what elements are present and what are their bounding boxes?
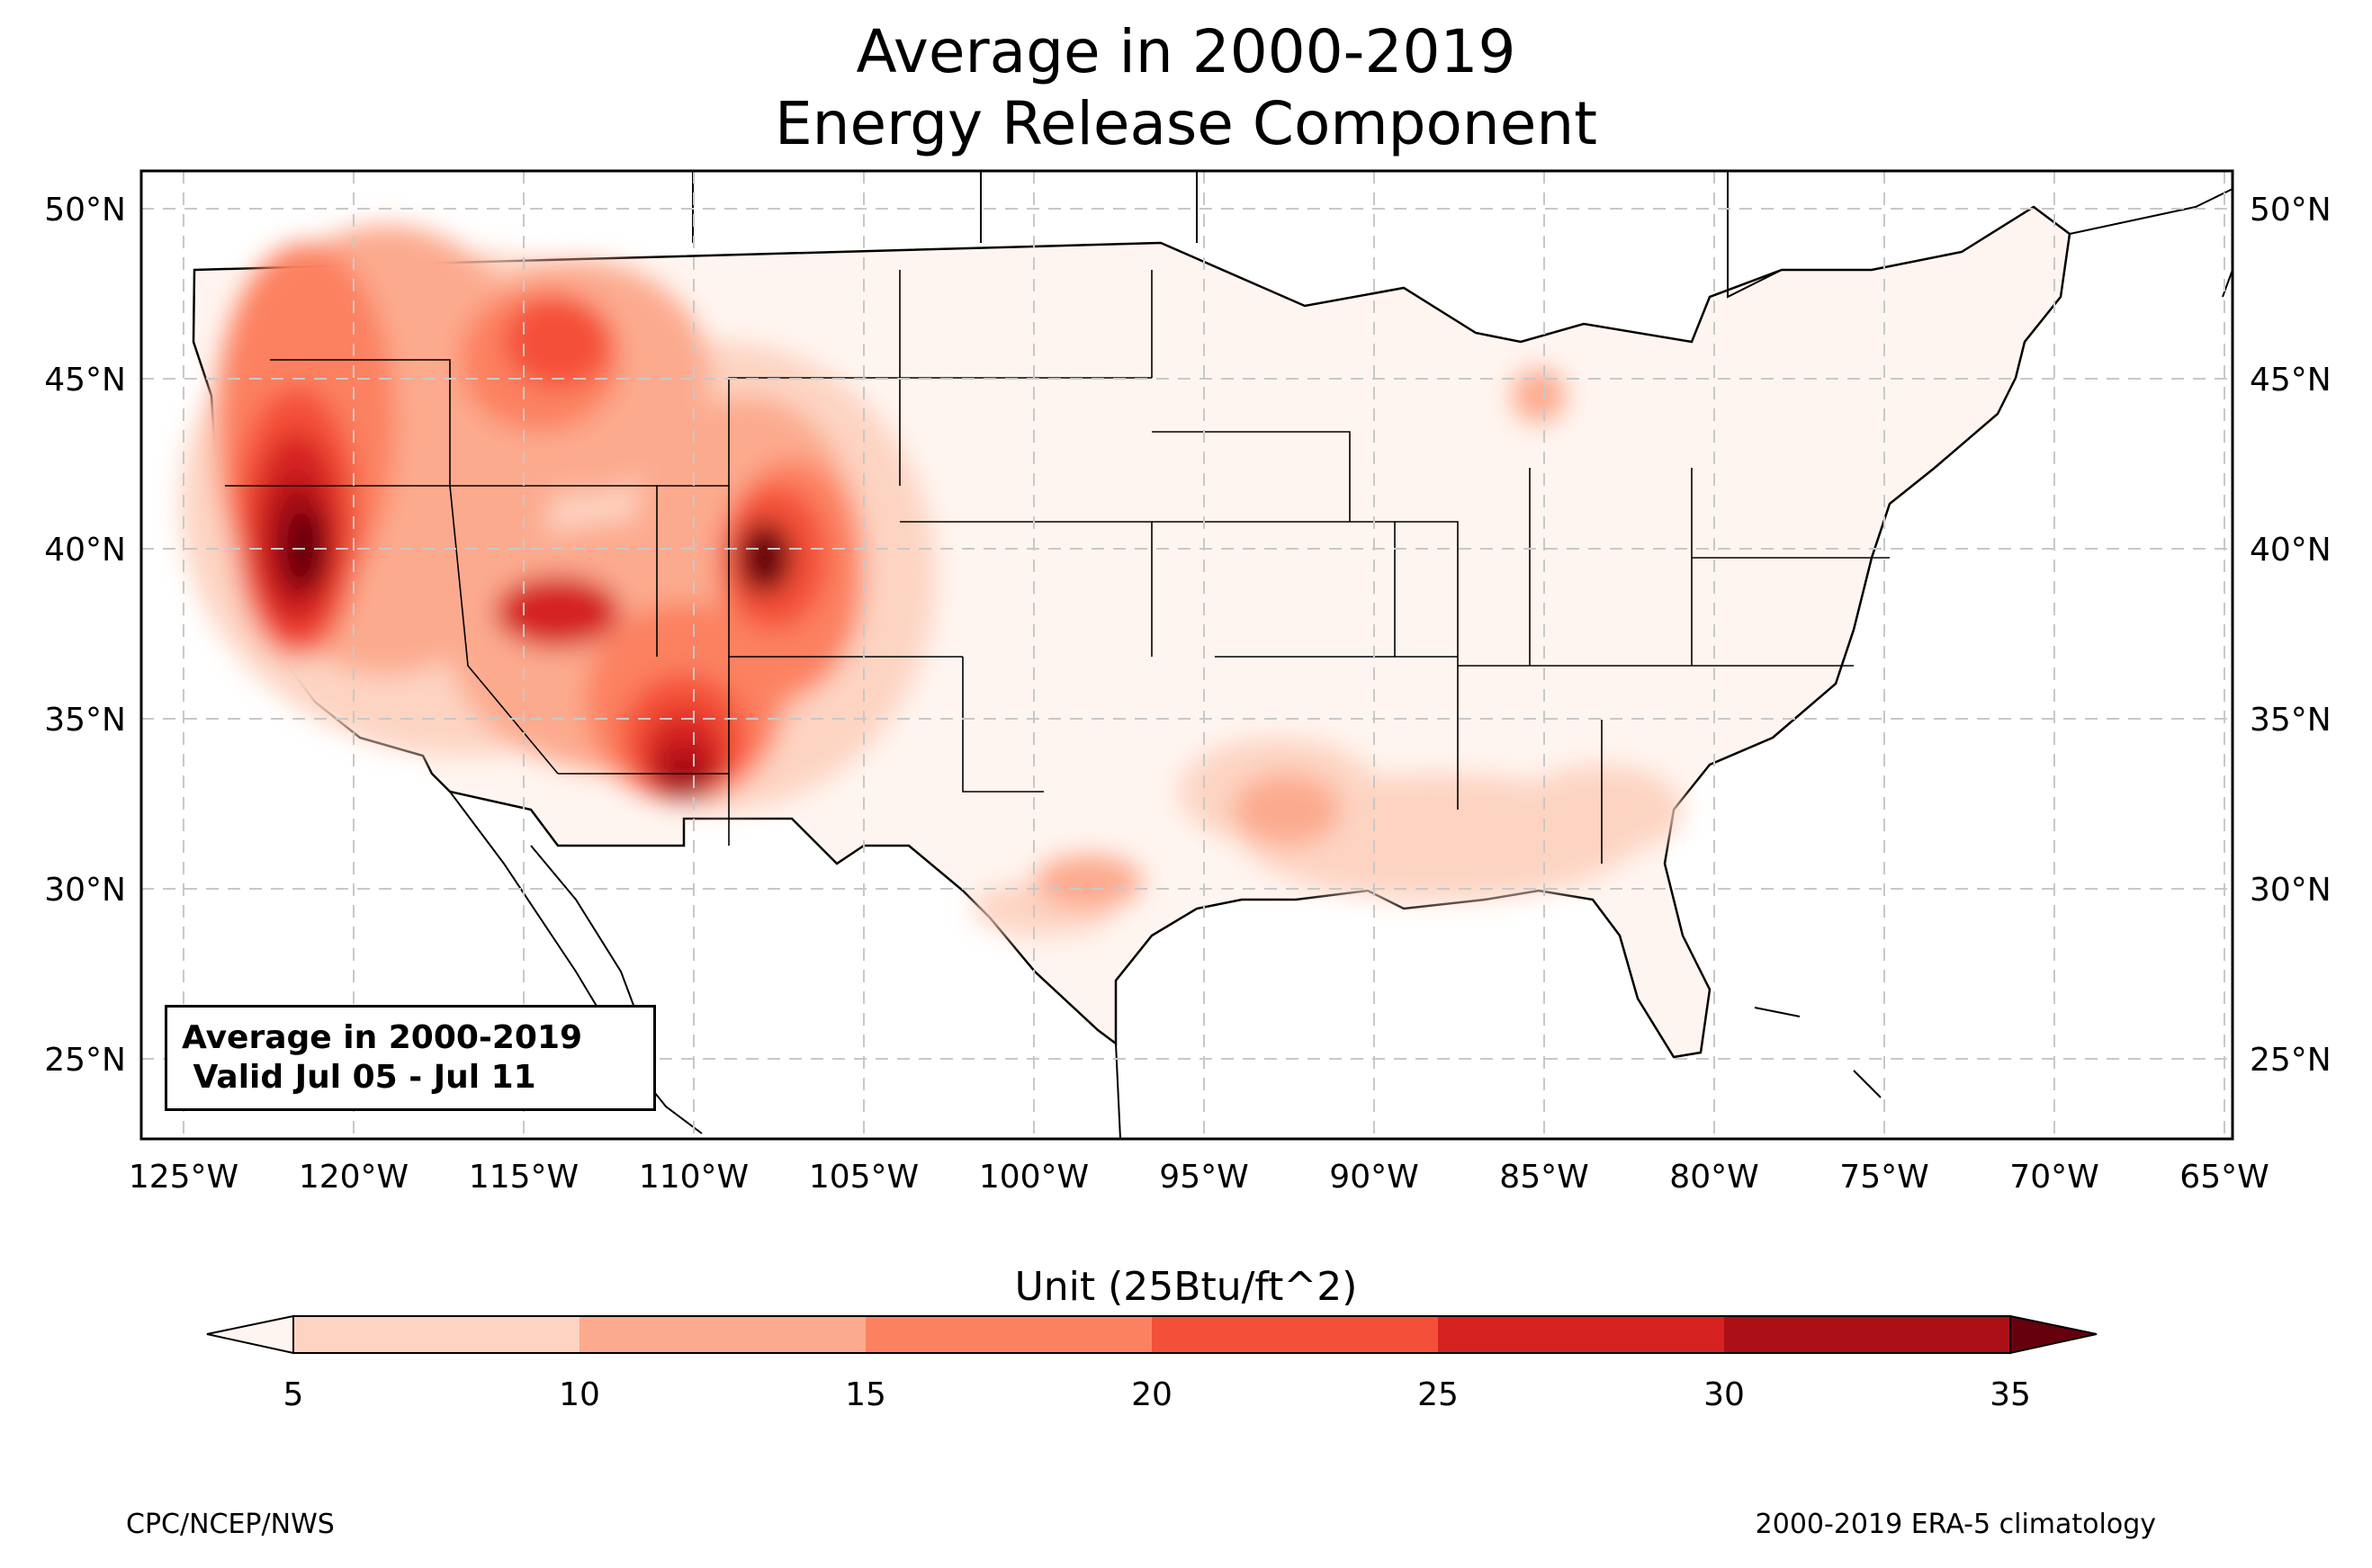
- colorbar-bin: [293, 1316, 580, 1353]
- lat-ticks: 50°N 45°N 40°N 35°N 30°N 25°N 50°N 45°N …: [44, 192, 2332, 1079]
- field-ark-10: [1233, 774, 1341, 846]
- colorbar-tick: 20: [1131, 1376, 1173, 1413]
- lon-tick: 95°W: [1159, 1159, 1248, 1196]
- colorbar-bin: [1152, 1316, 1438, 1353]
- lon-tick: 90°W: [1329, 1159, 1418, 1196]
- footer-credit: CPC/NCEP/NWS: [126, 1509, 335, 1540]
- colorbar-tick: 30: [1703, 1376, 1745, 1413]
- map-frame: [139, 169, 2234, 1141]
- lon-tick: 65°W: [2179, 1159, 2269, 1196]
- lon-tick: 100°W: [979, 1159, 1089, 1196]
- lon-tick: 85°W: [1499, 1159, 1588, 1196]
- chart-title-line2: Energy Release Component: [774, 89, 1598, 158]
- colorbar-tick: 35: [1990, 1376, 2031, 1413]
- lat-tick-right: 35°N: [2250, 702, 2332, 739]
- colorbar-bin: [866, 1316, 1152, 1353]
- lat-tick-right: 25°N: [2250, 1042, 2332, 1079]
- field-michigan-10: [1512, 369, 1566, 423]
- field-co-35: [738, 522, 792, 594]
- lon-tick: 110°W: [639, 1159, 749, 1196]
- lat-tick-left: 45°N: [44, 362, 126, 399]
- chart-title-line1: Average in 2000-2019: [856, 17, 1516, 86]
- colorbar-bin: [1724, 1316, 2010, 1353]
- lat-tick-right: 45°N: [2250, 362, 2332, 399]
- footer-source: 2000-2019 ERA-5 climatology: [1755, 1509, 2156, 1540]
- lon-tick: 70°W: [2009, 1159, 2098, 1196]
- info-box: Average in 2000-2019 Valid Jul 05 - Jul …: [165, 1005, 656, 1111]
- colorbar-label: Unit (25Btu/ft^2): [1014, 1264, 1358, 1310]
- map-area: [141, 171, 2233, 1139]
- colorbar-tick: 5: [283, 1376, 304, 1413]
- lon-tick: 105°W: [809, 1159, 919, 1196]
- info-box-line1: Average in 2000-2019: [182, 1019, 583, 1056]
- lat-tick-left: 25°N: [44, 1042, 126, 1079]
- colorbar: 5 10 15 20 25 30 35: [206, 1314, 2098, 1413]
- lon-ticks: 125°W 120°W 115°W 110°W 105°W 100°W 95°W…: [129, 1159, 2269, 1196]
- colorbar-tick: 25: [1417, 1376, 1459, 1413]
- colorbar-bin: [1438, 1316, 1724, 1353]
- field-tx-10: [1035, 855, 1143, 909]
- colorbar-extend-low: [206, 1314, 294, 1355]
- colorbar-tick: 15: [845, 1376, 886, 1413]
- info-box-line2: Valid Jul 05 - Jul 11: [182, 1059, 536, 1096]
- lon-tick: 75°W: [1839, 1159, 1928, 1196]
- field-id-20: [504, 297, 612, 387]
- lat-tick-left: 30°N: [44, 872, 126, 909]
- colorbar-frame: [292, 1315, 2011, 1354]
- lon-tick: 115°W: [469, 1159, 579, 1196]
- lat-tick-right: 40°N: [2250, 532, 2332, 569]
- lat-tick-left: 35°N: [44, 702, 126, 739]
- colorbar-extend-high: [2009, 1314, 2098, 1355]
- lon-tick: 125°W: [129, 1159, 238, 1196]
- lat-tick-right: 30°N: [2250, 872, 2332, 909]
- gridlines: [141, 171, 2233, 1139]
- lon-tick: 80°W: [1669, 1159, 1758, 1196]
- colorbar-tick: 10: [559, 1376, 600, 1413]
- field-ut-25: [495, 576, 621, 648]
- lat-tick-left: 50°N: [44, 192, 126, 228]
- lat-tick-left: 40°N: [44, 532, 126, 569]
- erc-field: [180, 225, 1683, 936]
- field-norcal-35: [283, 508, 328, 589]
- colorbar-bin: [580, 1316, 866, 1353]
- lat-tick-right: 50°N: [2250, 192, 2332, 228]
- lon-tick: 120°W: [299, 1159, 409, 1196]
